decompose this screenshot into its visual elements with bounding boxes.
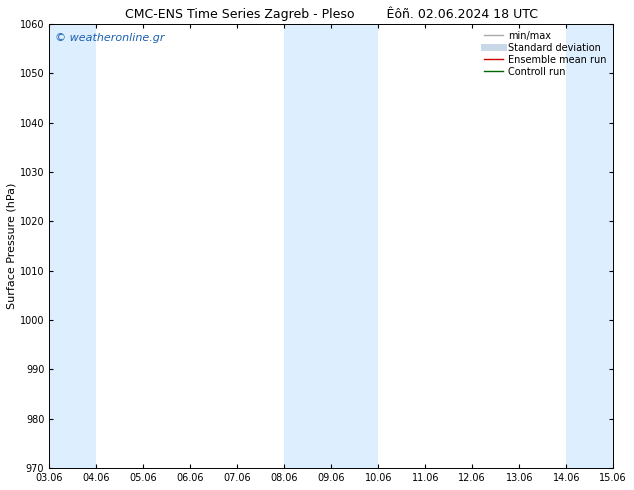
Bar [49,24,96,468]
Text: © weatheronline.gr: © weatheronline.gr [55,33,164,43]
Bar [284,24,378,468]
Title: CMC-ENS Time Series Zagreb - Pleso        Êôñ. 02.06.2024 18 UTC: CMC-ENS Time Series Zagreb - Pleso Êôñ. … [125,7,538,22]
Bar [566,24,634,468]
Legend: min/max, Standard deviation, Ensemble mean run, Controll run: min/max, Standard deviation, Ensemble me… [482,29,609,78]
Y-axis label: Surface Pressure (hPa): Surface Pressure (hPa) [7,183,17,309]
